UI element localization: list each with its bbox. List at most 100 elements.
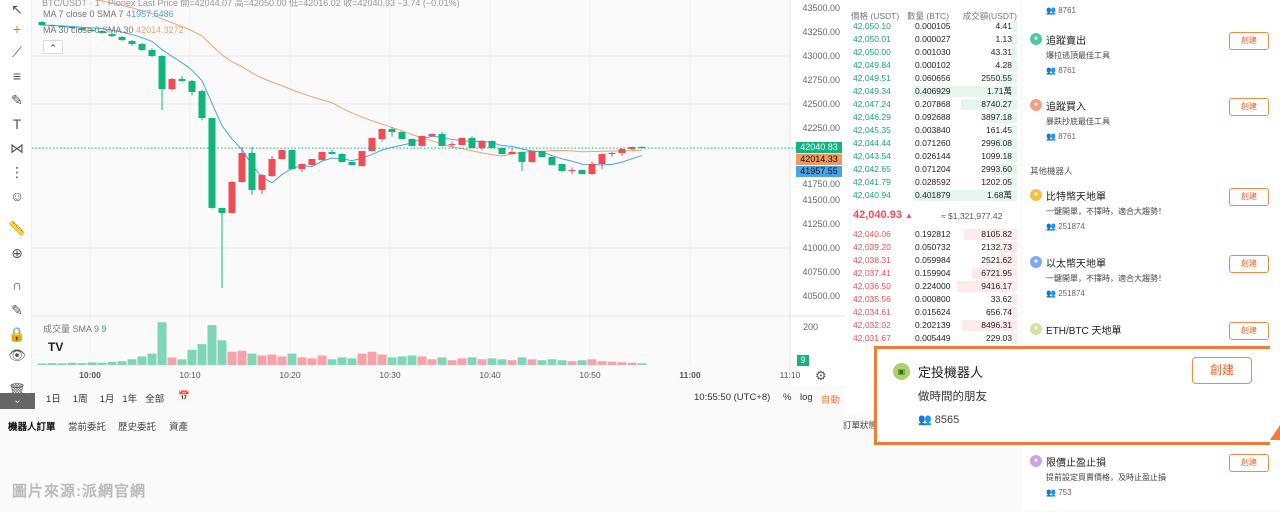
candle-body (288, 149, 296, 169)
robot-item[interactable]: ● 追蹤買入 創建 暴跌抄底最佳工具 👥 8761 (1022, 96, 1280, 156)
range-all[interactable]: 全部 (145, 394, 165, 405)
depth-bar (1012, 34, 1017, 45)
calendar-goto-icon[interactable]: 📅 (178, 391, 191, 402)
x-tick-label: 10:10 (179, 370, 201, 380)
bid-row[interactable]: 42,039.20 0.050732 2132.73 (845, 241, 1020, 254)
tab-robot-orders[interactable]: 機器人訂單 (8, 422, 56, 433)
robot-item[interactable]: ● ETH/BTC 天地單 創建 (1022, 320, 1280, 380)
ask-row[interactable]: 42,045.35 0.003840 161.45 (845, 124, 1020, 137)
clock-timezone[interactable]: 10:55:50 (UTC+8) (694, 392, 771, 403)
range-1d[interactable]: 1日 (46, 394, 61, 405)
candle-body (578, 169, 586, 174)
ask-row[interactable]: 42,050.10 0.000105 4.41 (845, 20, 1020, 33)
ask-row[interactable]: 42,041.79 0.028592 1202.05 (845, 176, 1020, 189)
range-1w[interactable]: 1周 (72, 394, 88, 405)
order-amount: 0.050732 (915, 242, 951, 252)
range-1m[interactable]: 1月 (99, 394, 115, 405)
create-button[interactable]: 創建 (1229, 98, 1269, 116)
candle-body (68, 27, 76, 29)
volume-bar (547, 359, 557, 365)
bid-row[interactable]: 42,038.31 0.059984 2521.62 (845, 254, 1020, 267)
candle-body (98, 31, 106, 33)
symbol-header: BTC/USDT · 1 · Pionex Last Price 開=42044… (42, 0, 460, 8)
bid-row[interactable]: 42,035.56 0.000800 33.62 (845, 293, 1020, 306)
auto-toggle[interactable]: 自動 (821, 395, 841, 406)
price-chart[interactable]: 43500.00 43250.00 43000.00 42750.00 42500.00… (0, 0, 845, 392)
trend-line-icon[interactable]: ⟋ (12, 44, 22, 60)
featured-create-button[interactable]: 創建 (1192, 357, 1252, 384)
ask-row[interactable]: 42,049.34 0.406929 1.71萬 (845, 85, 1020, 98)
percent-toggle[interactable]: % (783, 392, 792, 403)
candle-body (548, 156, 556, 165)
create-button[interactable]: 創建 (1229, 454, 1269, 472)
candle-body (418, 135, 426, 146)
bid-row[interactable]: 42,034.61 0.015624 656.74 (845, 306, 1020, 319)
featured-robot-card-dca[interactable]: ▣ 定投機器人 做時間的朋友 👥 8565 創建 (874, 346, 1270, 445)
order-price: 42,041.79 (853, 177, 891, 187)
candle-body (118, 36, 126, 40)
order-total: 656.74 (986, 307, 1012, 317)
toolbar-collapse-button[interactable]: ⌄ (0, 393, 35, 409)
create-button[interactable]: 創建 (1229, 255, 1269, 273)
candle-body (88, 29, 96, 32)
bid-row[interactable]: 42,036.50 0.224000 9416.17 (845, 280, 1020, 293)
create-button[interactable]: 創建 (1229, 188, 1269, 206)
zoom-in-icon[interactable]: ⊕ (11, 245, 23, 261)
candle-body (188, 80, 196, 92)
candle-body (538, 151, 546, 157)
range-selector: 1日 1周 1月 1年 全部 📅 (46, 391, 190, 405)
cursor-icon[interactable]: ↖ (11, 1, 23, 17)
robot-name: 比特幣天地單 (1046, 192, 1106, 203)
candle-body (468, 137, 476, 148)
pattern-icon[interactable]: ⋈ (10, 140, 24, 156)
range-1y[interactable]: 1年 (122, 394, 138, 405)
fib-icon[interactable]: ⋮ (10, 164, 24, 180)
tab-open-orders[interactable]: 當前委託 (68, 422, 107, 433)
order-status-filter[interactable]: 訂單狀態 (843, 420, 878, 430)
candle-body (388, 128, 396, 133)
robot-users-count: 8761 (1058, 66, 1076, 75)
ruler-icon[interactable]: 📏 (8, 220, 26, 236)
depth-bar (997, 73, 1017, 84)
ask-row[interactable]: 42,044.44 0.071260 2996.08 (845, 137, 1020, 150)
log-toggle[interactable]: log (800, 392, 813, 403)
bid-row[interactable]: 42,032.02 0.202139 8496.31 (845, 319, 1020, 332)
ask-row[interactable]: 42,049.84 0.000102 4.28 (845, 59, 1020, 72)
ask-row[interactable]: 42,046.29 0.092688 3897.18 (845, 111, 1020, 124)
robot-item[interactable]: ● 限價止盈止損 創建 提前設定買賣價格，及時止盈止損 👥 753 (1022, 452, 1280, 512)
volume-bar (437, 357, 447, 365)
eye-icon[interactable]: 👁 (8, 347, 26, 363)
crosshair-icon[interactable]: + (12, 21, 22, 37)
robot-item[interactable]: ● 比特幣天地單 創建 一鍵開單，不擇時，適合大趨勢！ 👥 251874 (1022, 186, 1280, 246)
magnet-icon[interactable]: ∩ (11, 277, 23, 293)
bid-row[interactable]: 42,040.06 0.192812 8105.82 (845, 228, 1020, 241)
lock-drawing-icon[interactable]: ✎ (11, 302, 23, 318)
y-tick-label: 41000.00 (802, 243, 840, 253)
robot-icon: ● (1030, 33, 1042, 45)
horizontal-lines-icon[interactable]: ≡ (12, 68, 22, 84)
ask-row[interactable]: 42,049.51 0.060656 2550.55 (845, 72, 1020, 85)
brush-icon[interactable]: ✎ (11, 92, 23, 108)
ask-row[interactable]: 42,043.54 0.026144 1099.18 (845, 150, 1020, 163)
order-total: 2132.73 (981, 242, 1012, 252)
y-tick-label: 43000.00 (802, 51, 840, 61)
text-icon[interactable]: T (12, 116, 22, 132)
create-button[interactable]: 創建 (1229, 322, 1269, 340)
tab-assets[interactable]: 資產 (169, 422, 189, 433)
ask-row[interactable]: 42,050.00 0.001030 43.31 (845, 46, 1020, 59)
collapse-legend-button[interactable]: ⌃ (43, 40, 63, 54)
ask-row[interactable]: 42,042.65 0.071204 2993.60 (845, 163, 1020, 176)
ask-row[interactable]: 42,050.01 0.000027 1.13 (845, 33, 1020, 46)
ask-row[interactable]: 42,047.24 0.207868 8740.27 (845, 98, 1020, 111)
robot-item[interactable]: ● 以太幣天地單 創建 一鍵開單，不擇時，適合大趨勢！ 👥 251874 (1022, 253, 1280, 313)
tab-order-history[interactable]: 歷史委託 (118, 422, 157, 433)
chart-settings-gear-icon[interactable]: ⚙ (815, 368, 827, 383)
bid-row[interactable]: 42,031.67 0.005449 229.03 (845, 332, 1020, 345)
robot-item[interactable]: ● 追蹤賣出 創建 爆拉逃頂最佳工具 👥 8761 (1022, 30, 1280, 90)
candle-body (638, 147, 646, 149)
ask-row[interactable]: 42,040.94 0.401879 1.68萬 (845, 189, 1020, 202)
emoji-icon[interactable]: ☺ (9, 188, 25, 204)
lock-icon[interactable]: 🔒 (8, 326, 26, 342)
create-button[interactable]: 創建 (1229, 32, 1269, 50)
bid-row[interactable]: 42,037.41 0.159904 6721.95 (845, 267, 1020, 280)
